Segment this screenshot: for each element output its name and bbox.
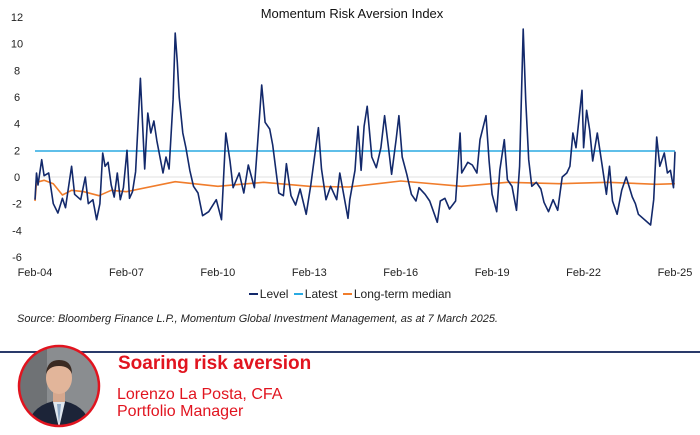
headline: Soaring risk aversion: [118, 353, 312, 374]
legend-label: Long-term median: [353, 287, 452, 301]
x-tick-label: Feb-10: [200, 267, 235, 279]
legend-label: Level: [259, 287, 289, 301]
x-tick-label: Feb-25: [658, 267, 693, 279]
chart-title: Momentum Risk Aversion Index: [261, 6, 444, 21]
x-tick-label: Feb-16: [383, 267, 418, 279]
legend-item-median: Long-term median: [342, 287, 452, 301]
y-tick-label: 12: [11, 12, 23, 24]
y-tick-label: 0: [14, 172, 20, 184]
chart-legend: Level Latest Long-term median: [0, 284, 700, 301]
source-note: Source: Bloomberg Finance L.P., Momentum…: [17, 313, 498, 325]
y-tick-label: 10: [11, 39, 23, 51]
legend-item-latest: Latest: [293, 287, 338, 301]
series-line-long-term-median: [34, 179, 676, 202]
legend-item-level: Level: [248, 287, 289, 301]
author-name: Lorenzo La Posta, CFA: [117, 386, 283, 403]
y-tick-label: 4: [14, 119, 20, 131]
legend-label: Latest: [304, 287, 338, 301]
author-block: Lorenzo La Posta, CFA Portfolio Manager: [117, 386, 282, 420]
y-tick-label: -2: [12, 199, 22, 211]
x-tick-label: Feb-19: [475, 267, 510, 279]
x-tick-label: Feb-07: [109, 267, 144, 279]
divider: [0, 351, 700, 353]
y-tick-label: 6: [14, 92, 20, 104]
series-line-level: [34, 28, 676, 226]
legend-swatch: [293, 293, 303, 295]
y-tick-label: -6: [12, 252, 22, 264]
y-tick-label: 2: [14, 145, 20, 157]
legend-swatch: [342, 293, 352, 295]
x-tick-label: Feb-13: [292, 267, 327, 279]
x-tick-label: Feb-04: [18, 267, 53, 279]
author-photo: [17, 344, 101, 428]
author-role: Portfolio Manager: [117, 403, 244, 420]
legend-swatch: [248, 293, 258, 295]
x-tick-label: Feb-22: [566, 267, 601, 279]
y-tick-label: 8: [14, 65, 20, 77]
y-tick-label: -4: [12, 225, 22, 237]
risk-aversion-chart: Momentum Risk Aversion Index 12 10 8 6 4 2 0 -2…: [11, 6, 693, 279]
